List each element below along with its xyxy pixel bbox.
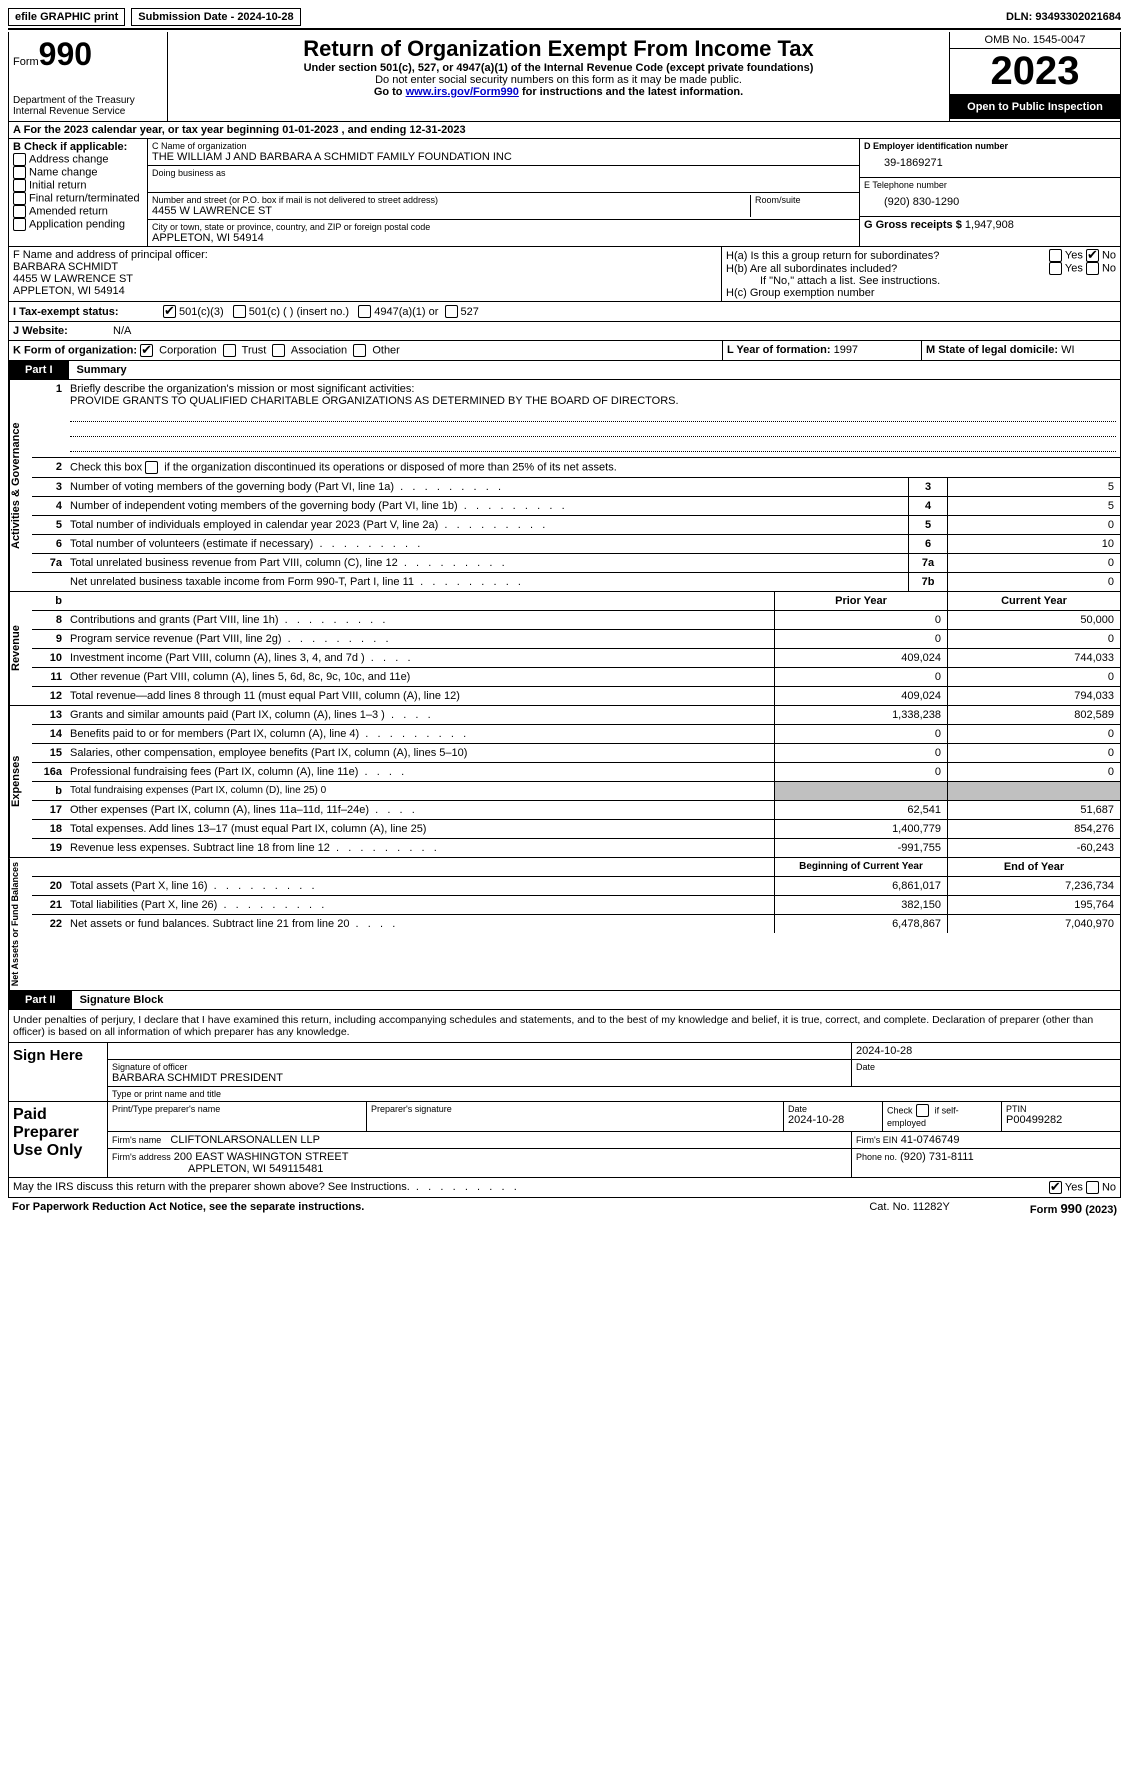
activities-governance: Activities & Governance 1 Briefly descri… xyxy=(8,380,1121,592)
room-label: Room/suite xyxy=(755,195,855,205)
firm-name: CLIFTONLARSONALLEN LLP xyxy=(170,1134,320,1146)
goto-prefix: Go to xyxy=(374,86,406,98)
firm-phone: (920) 731-8111 xyxy=(900,1151,974,1163)
hb-label: H(b) Are all subordinates included? xyxy=(726,263,1049,275)
b-label: B Check if applicable: xyxy=(13,141,143,153)
cb-assoc[interactable] xyxy=(272,344,285,357)
officer-signature: BARBARA SCHMIDT PRESIDENT xyxy=(112,1072,847,1084)
ein: 39-1869271 xyxy=(864,151,1116,175)
cb-self-employed[interactable] xyxy=(916,1104,929,1117)
page-footer: For Paperwork Reduction Act Notice, see … xyxy=(8,1198,1121,1219)
form-title: Return of Organization Exempt From Incom… xyxy=(172,36,945,62)
cb-other[interactable] xyxy=(353,344,366,357)
f-label: F Name and address of principal officer: xyxy=(13,249,717,261)
cb-name-change[interactable] xyxy=(13,166,26,179)
tax-year: 2023 xyxy=(950,49,1120,95)
cb-discuss-yes[interactable] xyxy=(1049,1181,1062,1194)
row-a-period: A For the 2023 calendar year, or tax yea… xyxy=(8,122,1121,139)
phone: (920) 830-1290 xyxy=(864,190,1116,214)
form-prefix: Form xyxy=(13,56,39,68)
ha-label: H(a) Is this a group return for subordin… xyxy=(726,250,1049,262)
row-klm: K Form of organization: Corporation Trus… xyxy=(8,341,1121,361)
org-street: 4455 W LAWRENCE ST xyxy=(152,205,746,217)
inspection-notice: Open to Public Inspection xyxy=(950,95,1120,119)
cb-ha-no[interactable] xyxy=(1086,249,1099,262)
cb-corp[interactable] xyxy=(140,344,153,357)
section-f-h: F Name and address of principal officer:… xyxy=(8,247,1121,302)
dept-treasury: Department of the Treasury xyxy=(13,95,163,106)
perjury-statement: Under penalties of perjury, I declare th… xyxy=(8,1010,1121,1043)
cb-application-pending[interactable] xyxy=(13,218,26,231)
cb-527[interactable] xyxy=(445,305,458,318)
hc-label: H(c) Group exemption number xyxy=(726,287,1116,299)
discuss-row: May the IRS discuss this return with the… xyxy=(8,1178,1121,1198)
cb-address-change[interactable] xyxy=(13,153,26,166)
expenses-section: Expenses 13Grants and similar amounts pa… xyxy=(8,706,1121,858)
addr-label: Number and street (or P.O. box if mail i… xyxy=(152,195,746,205)
sign-here-block: Sign Here 2024-10-28 Signature of office… xyxy=(8,1043,1121,1102)
cb-amended-return[interactable] xyxy=(13,205,26,218)
cb-501c[interactable] xyxy=(233,305,246,318)
dln: DLN: 93493302021684 xyxy=(1006,11,1121,23)
city-label: City or town, state or province, country… xyxy=(152,222,855,232)
part1-header: Part I Summary xyxy=(8,361,1121,380)
net-assets-section: Net Assets or Fund Balances Beginning of… xyxy=(8,858,1121,991)
submission-date: Submission Date - 2024-10-28 xyxy=(131,8,300,26)
cb-trust[interactable] xyxy=(223,344,236,357)
firm-ein: 41-0746749 xyxy=(901,1134,960,1146)
row-j: J Website: N/A xyxy=(8,322,1121,341)
irs-link[interactable]: www.irs.gov/Form990 xyxy=(406,86,519,98)
cb-501c3[interactable] xyxy=(163,305,176,318)
cb-4947[interactable] xyxy=(358,305,371,318)
cb-initial-return[interactable] xyxy=(13,179,26,192)
part2-header: Part II Signature Block xyxy=(8,991,1121,1010)
org-name: THE WILLIAM J AND BARBARA A SCHMIDT FAMI… xyxy=(152,151,855,163)
hb-note: If "No," attach a list. See instructions… xyxy=(726,275,1116,287)
e-label: E Telephone number xyxy=(864,180,1116,190)
officer-name: BARBARA SCHMIDT xyxy=(13,261,717,273)
d-label: D Employer identification number xyxy=(864,141,1116,151)
g-label: G Gross receipts $ xyxy=(864,219,962,231)
efile-button[interactable]: efile GRAPHIC print xyxy=(8,8,125,26)
officer-addr2: APPLETON, WI 54914 xyxy=(13,285,717,297)
year-formation: 1997 xyxy=(834,344,858,356)
cb-discontinued[interactable] xyxy=(145,461,158,474)
cb-hb-yes[interactable] xyxy=(1049,262,1062,275)
form-number: 990 xyxy=(39,36,92,72)
gross-receipts: 1,947,908 xyxy=(965,219,1014,231)
org-city: APPLETON, WI 54914 xyxy=(152,232,855,244)
row-i: I Tax-exempt status: 501(c)(3) 501(c) ( … xyxy=(8,302,1121,322)
cb-ha-yes[interactable] xyxy=(1049,249,1062,262)
revenue-section: Revenue bPrior YearCurrent Year 8Contrib… xyxy=(8,592,1121,706)
officer-addr1: 4455 W LAWRENCE ST xyxy=(13,273,717,285)
section-b-c-d: B Check if applicable: Address change Na… xyxy=(8,139,1121,247)
top-bar: efile GRAPHIC print Submission Date - 20… xyxy=(8,8,1121,30)
mission: PROVIDE GRANTS TO QUALIFIED CHARITABLE O… xyxy=(70,395,679,407)
cb-discuss-no[interactable] xyxy=(1086,1181,1099,1194)
ptin: P00499282 xyxy=(1006,1114,1116,1126)
cb-final-return[interactable] xyxy=(13,192,26,205)
goto-suffix: for instructions and the latest informat… xyxy=(519,86,743,98)
website: N/A xyxy=(113,325,131,337)
subtitle-2: Do not enter social security numbers on … xyxy=(172,74,945,86)
irs-label: Internal Revenue Service xyxy=(13,106,163,117)
c-name-label: C Name of organization xyxy=(152,141,855,151)
subtitle-1: Under section 501(c), 527, or 4947(a)(1)… xyxy=(172,62,945,74)
cb-hb-no[interactable] xyxy=(1086,262,1099,275)
form-header: Form990 Department of the Treasury Inter… xyxy=(8,32,1121,122)
dba-label: Doing business as xyxy=(152,168,855,178)
paid-preparer-block: Paid Preparer Use Only Print/Type prepar… xyxy=(8,1102,1121,1178)
state-domicile: WI xyxy=(1061,344,1074,356)
omb-number: OMB No. 1545-0047 xyxy=(950,32,1120,49)
